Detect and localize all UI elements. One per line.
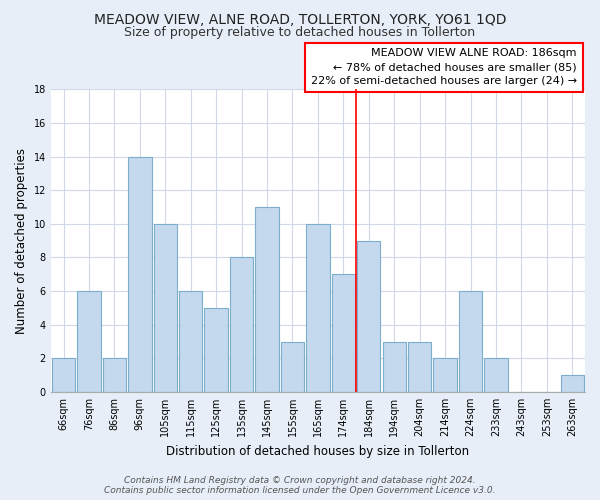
Text: MEADOW VIEW ALNE ROAD: 186sqm
← 78% of detached houses are smaller (85)
22% of s: MEADOW VIEW ALNE ROAD: 186sqm ← 78% of d…	[311, 48, 577, 86]
Bar	[433, 358, 457, 392]
Bar	[306, 224, 329, 392]
X-axis label: Distribution of detached houses by size in Tollerton: Distribution of detached houses by size …	[166, 444, 469, 458]
Bar	[128, 156, 152, 392]
Bar	[560, 375, 584, 392]
Bar	[77, 291, 101, 392]
Bar	[205, 308, 228, 392]
Text: MEADOW VIEW, ALNE ROAD, TOLLERTON, YORK, YO61 1QD: MEADOW VIEW, ALNE ROAD, TOLLERTON, YORK,…	[94, 12, 506, 26]
Y-axis label: Number of detached properties: Number of detached properties	[15, 148, 28, 334]
Bar	[281, 342, 304, 392]
Text: Contains HM Land Registry data © Crown copyright and database right 2024.
Contai: Contains HM Land Registry data © Crown c…	[104, 476, 496, 495]
Bar	[357, 240, 380, 392]
Bar	[230, 258, 253, 392]
Bar	[52, 358, 75, 392]
Bar	[408, 342, 431, 392]
Bar	[484, 358, 508, 392]
Bar	[332, 274, 355, 392]
Bar	[179, 291, 202, 392]
Text: Size of property relative to detached houses in Tollerton: Size of property relative to detached ho…	[124, 26, 476, 39]
Bar	[459, 291, 482, 392]
Bar	[256, 207, 279, 392]
Bar	[103, 358, 126, 392]
Bar	[154, 224, 177, 392]
Bar	[383, 342, 406, 392]
